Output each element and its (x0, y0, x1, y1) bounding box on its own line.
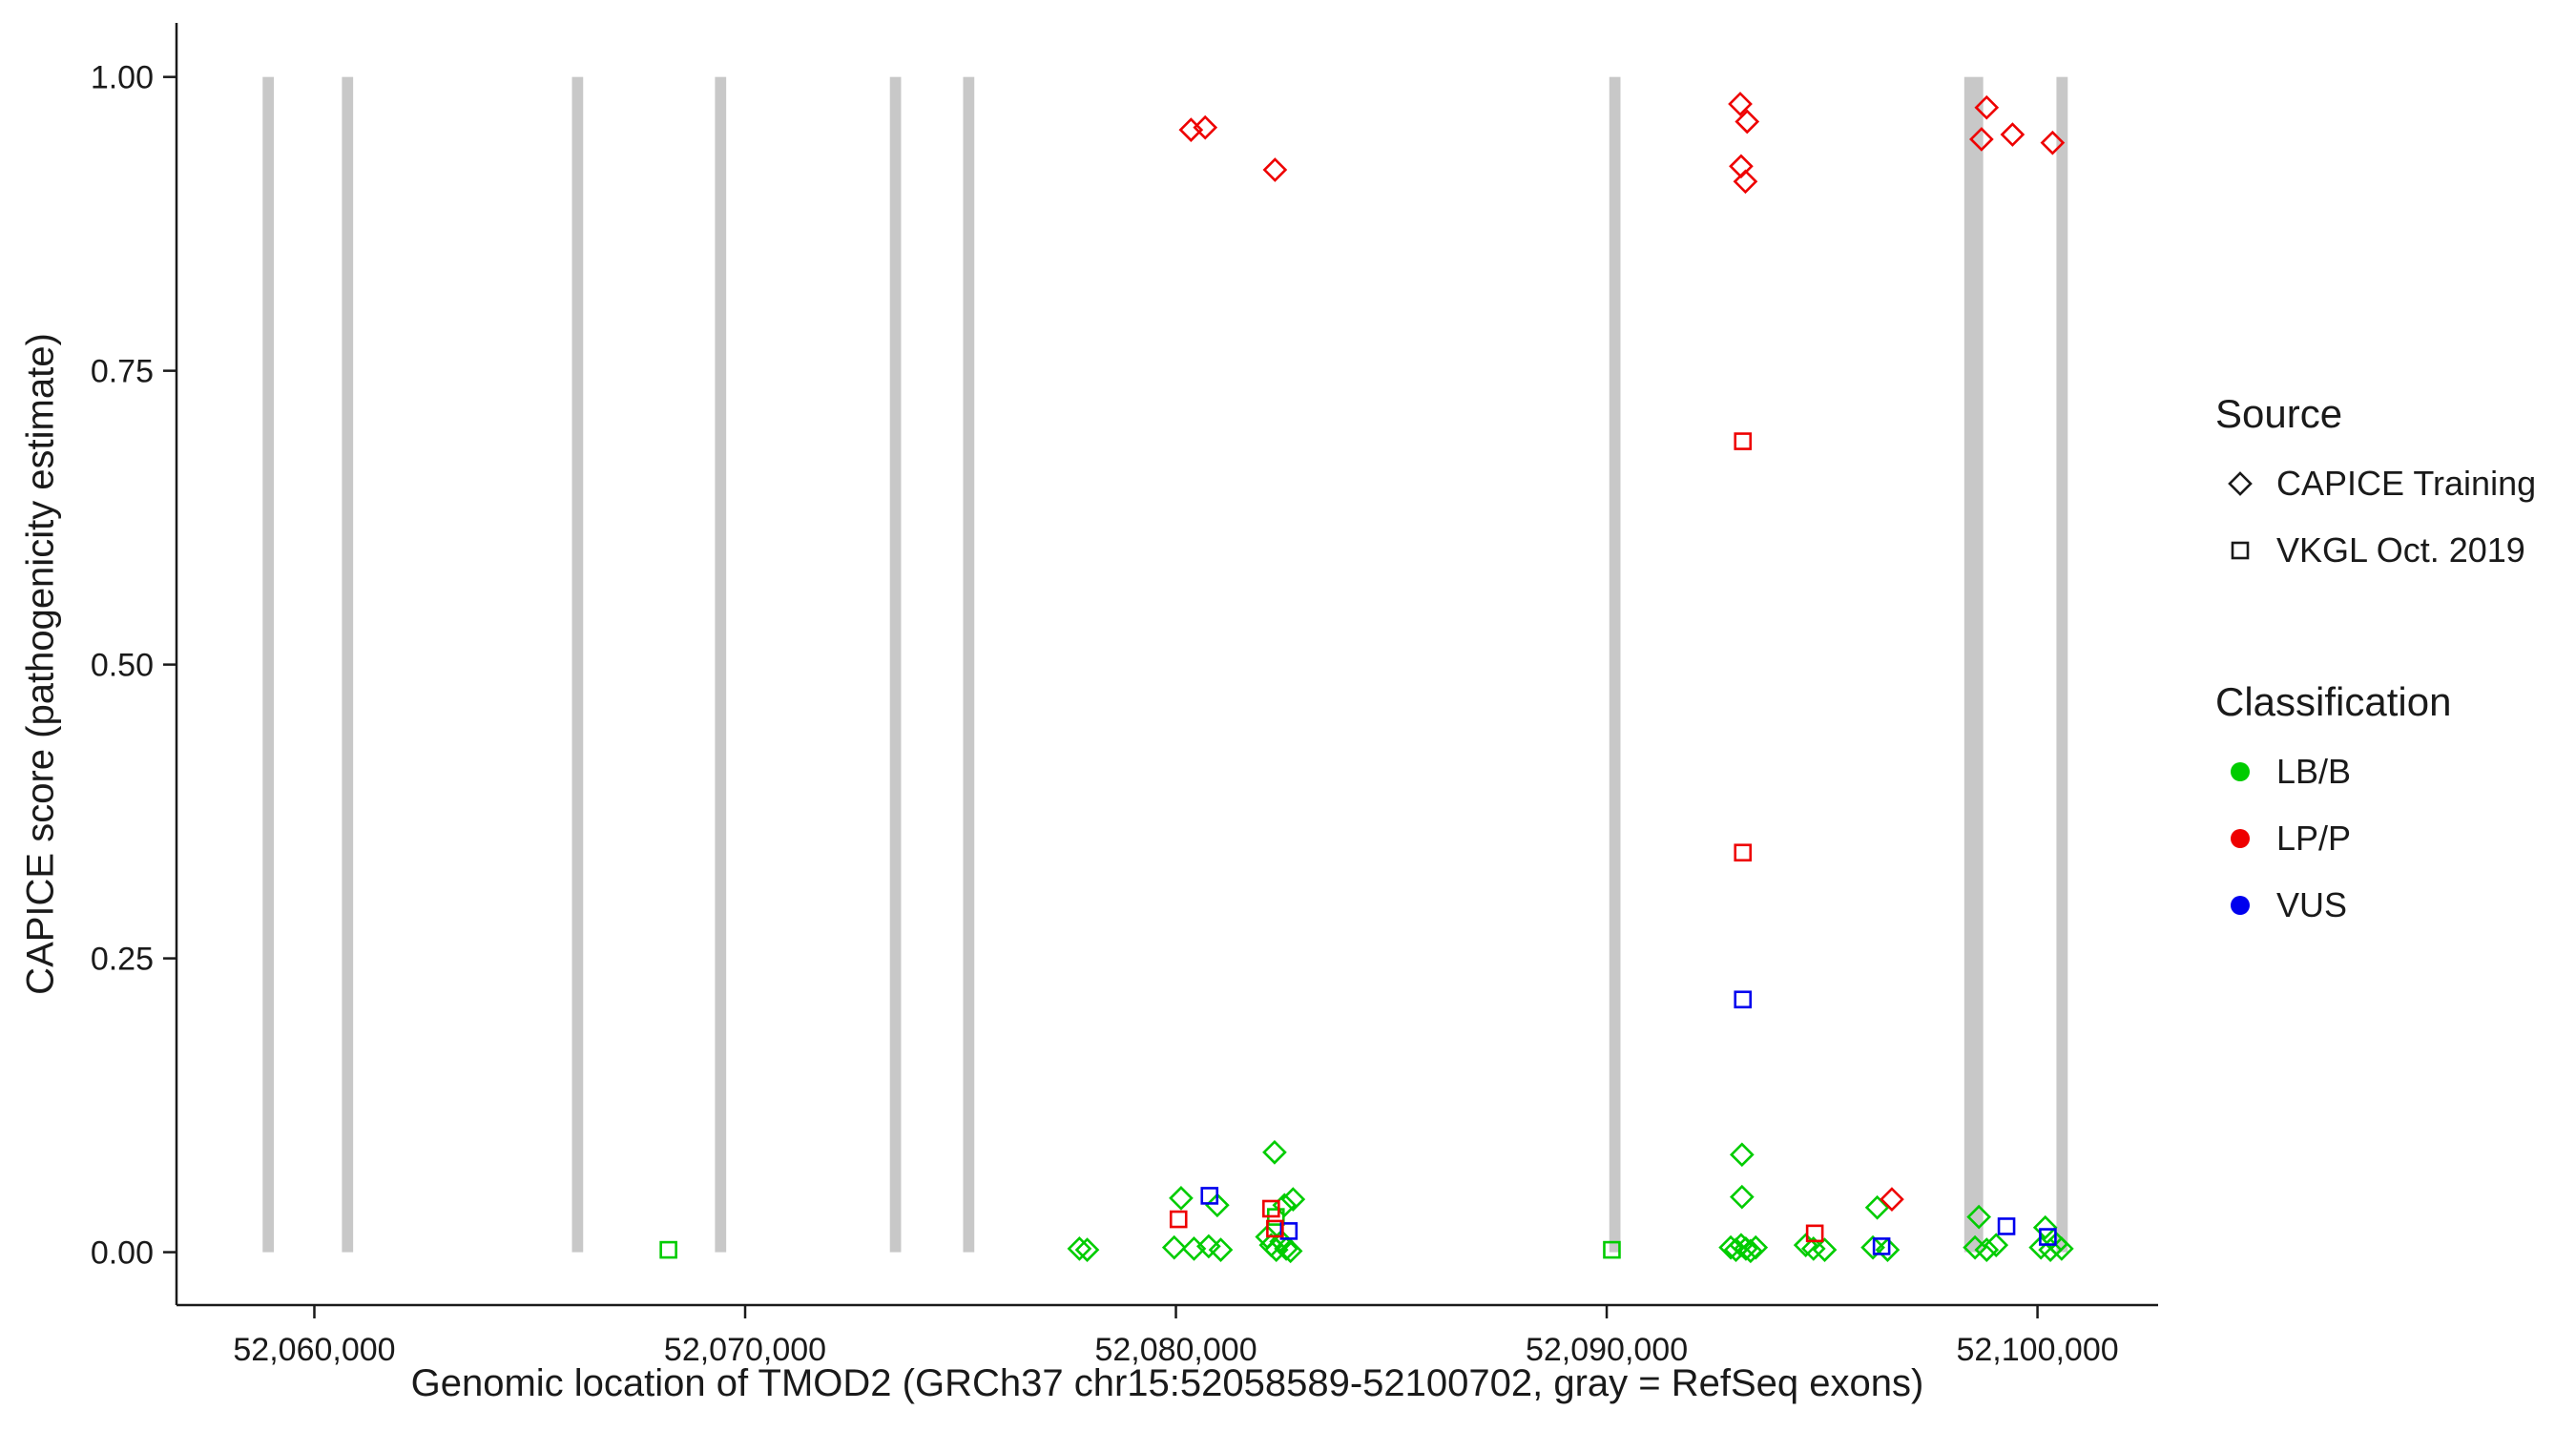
legend-group-source: Source CAPICE Training VKGL Oct. 2019 (2215, 391, 2536, 584)
legend-item-label: CAPICE Training (2276, 464, 2537, 503)
legend-item-lbb: LB/B (2215, 738, 2536, 805)
legend: Source CAPICE Training VKGL Oct. 2019 Cl… (2215, 391, 2536, 939)
blue-dot-icon (2231, 896, 2250, 915)
x-tick-label: 52,060,000 (233, 1332, 395, 1368)
legend-item-vkgl: VKGL Oct. 2019 (2215, 517, 2536, 584)
data-point-diamond (1743, 1234, 1769, 1260)
data-point-diamond (1733, 169, 1758, 195)
data-point-square (1734, 990, 1753, 1009)
exon-bar (2056, 76, 2068, 1253)
data-point-diamond (1169, 1186, 1194, 1211)
data-point-diamond (1812, 1237, 1838, 1262)
data-point-diamond (1278, 1238, 1303, 1264)
legend-source-title: Source (2215, 391, 2343, 436)
y-tick-label: 0.50 (91, 648, 154, 684)
data-point-square (1200, 1187, 1219, 1205)
data-point-diamond (1178, 117, 1204, 142)
x-tick-label: 52,080,000 (1094, 1332, 1257, 1368)
y-tick-label: 0.00 (91, 1235, 154, 1272)
y-axis-title: CAPICE score (pathogenicity estimate) (19, 333, 62, 995)
data-point-diamond (1074, 1237, 1100, 1262)
data-point-square (1997, 1217, 2016, 1235)
data-point-diamond (1262, 157, 1288, 182)
data-point-diamond (1208, 1237, 1234, 1262)
exon-bar (889, 76, 902, 1253)
square-glyph (2231, 541, 2250, 560)
data-point-diamond (1274, 1236, 1298, 1261)
data-point-diamond (1723, 1237, 1749, 1262)
diamond-icon (2228, 471, 2253, 496)
data-point-diamond (1161, 1234, 1187, 1260)
data-point-diamond (1734, 1236, 1758, 1261)
data-point-diamond (2032, 1214, 2058, 1240)
data-point-square (1872, 1237, 1891, 1255)
data-point-diamond (2038, 1237, 2063, 1262)
y-tick-label: 0.25 (91, 942, 154, 978)
legend-item-vus: VUS (2215, 872, 2536, 939)
legend-item-label: LB/B (2276, 752, 2352, 791)
exon-bar (963, 76, 975, 1253)
legend-item-label: LP/P (2276, 819, 2352, 858)
data-point-square (1169, 1210, 1188, 1229)
legend-item-label: VKGL Oct. 2019 (2276, 530, 2525, 570)
data-point-diamond (1729, 1142, 1755, 1168)
dot-glyph (2231, 896, 2250, 915)
data-point-square (1734, 843, 1753, 862)
y-tick-label: 0.75 (91, 354, 154, 390)
y-tick-label: 1.00 (91, 60, 154, 96)
x-tick-label: 52,070,000 (664, 1332, 826, 1368)
exon-bar (1963, 76, 1984, 1253)
data-point-diamond (1193, 114, 1218, 140)
data-point-square (1262, 1199, 1280, 1218)
data-point-square (1603, 1240, 1621, 1259)
exon-bar (262, 76, 275, 1253)
data-point-square (659, 1240, 677, 1259)
data-point-diamond (1860, 1234, 1885, 1260)
exon-bar (1609, 76, 1621, 1253)
square-icon (2231, 541, 2250, 560)
legend-group-classification: Classification LB/B LP/P VUS (2215, 679, 2536, 939)
legend-item-lpp: LP/P (2215, 805, 2536, 872)
data-point-diamond (1728, 92, 1753, 116)
diamond-glyph (2228, 471, 2253, 496)
red-dot-icon (2231, 829, 2250, 848)
data-point-square (2039, 1228, 2057, 1246)
exon-bar (715, 76, 727, 1253)
dot-glyph (2231, 762, 2250, 781)
data-point-diamond (1974, 94, 2000, 120)
data-point-diamond (1205, 1192, 1230, 1218)
data-point-diamond (1974, 1237, 2000, 1262)
data-point-diamond (1984, 1233, 2009, 1258)
legend-item-label: VUS (2276, 885, 2348, 924)
data-point-square (1734, 432, 1753, 450)
legend-classification-title: Classification (2215, 679, 2452, 724)
data-point-diamond (1969, 127, 1994, 152)
data-point-diamond (2040, 130, 2066, 156)
data-point-diamond (1880, 1187, 1904, 1212)
x-tick-label: 52,090,000 (1526, 1332, 1688, 1368)
data-point-diamond (1729, 1184, 1755, 1210)
data-point-square (1805, 1224, 1824, 1243)
data-point-diamond (1067, 1236, 1092, 1261)
data-point-square (1279, 1222, 1298, 1240)
legend-item-capice-training: CAPICE Training (2215, 450, 2536, 517)
data-point-diamond (1718, 1234, 1743, 1260)
data-point-square (1266, 1219, 1284, 1238)
exon-bar (571, 76, 584, 1253)
data-point-diamond (1875, 1237, 1901, 1262)
data-point-diamond (1262, 1140, 1287, 1165)
data-point-diamond (1735, 109, 1760, 135)
data-point-diamond (2000, 122, 2025, 147)
dot-glyph (2231, 829, 2250, 848)
green-dot-icon (2231, 762, 2250, 781)
x-axis-title: Genomic location of TMOD2 (GRCh37 chr15:… (410, 1362, 1924, 1404)
data-point-diamond (1864, 1194, 1890, 1220)
data-point-diamond (1966, 1204, 1992, 1230)
x-tick-label: 52,100,000 (1956, 1332, 2118, 1368)
exon-bar (342, 76, 354, 1253)
